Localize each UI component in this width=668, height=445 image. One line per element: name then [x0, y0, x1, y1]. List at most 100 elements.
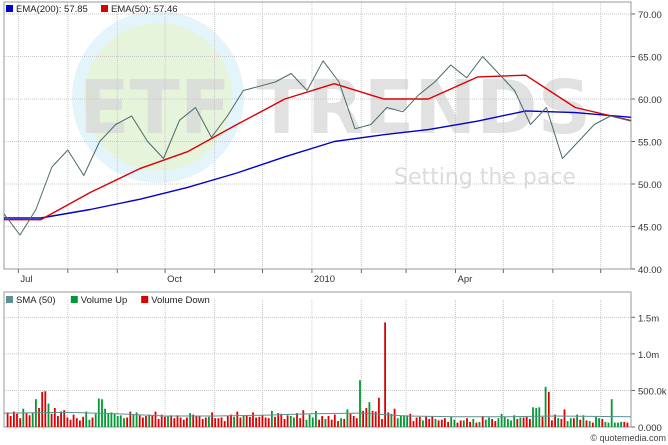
- volume-bar: [582, 415, 585, 427]
- volume-bar: [525, 416, 528, 427]
- volume-bar: [79, 420, 81, 427]
- volume-bar: [261, 415, 264, 427]
- volume-bar: [157, 419, 160, 427]
- legend-label: Volume Up: [81, 295, 127, 306]
- volume-bar: [170, 415, 173, 427]
- volume-bar: [450, 416, 453, 427]
- volume-bar: [289, 416, 292, 427]
- volume-bar: [617, 422, 619, 427]
- volume-y-tick: 1.0m: [638, 350, 659, 361]
- volume-bar: [69, 419, 72, 427]
- volume-bar: [494, 421, 497, 427]
- volume-bar: [418, 416, 421, 427]
- volume-bar: [239, 417, 242, 427]
- volume-bar: [400, 416, 402, 427]
- volume-bar: [9, 416, 12, 427]
- volume-bar: [277, 413, 280, 427]
- volume-bar: [554, 414, 556, 427]
- volume-bar: [38, 408, 40, 427]
- volume-bar: [283, 419, 286, 427]
- volume-bar: [453, 419, 456, 427]
- volume-bar: [13, 411, 15, 427]
- volume-bar: [132, 414, 135, 427]
- volume-bar: [469, 421, 471, 427]
- volume-bar: [107, 413, 110, 427]
- volume-bar: [138, 415, 141, 427]
- volume-bar: [529, 419, 531, 427]
- volume-bar: [522, 417, 525, 427]
- volume-bar: [601, 419, 604, 427]
- series-line-price: [3, 56, 632, 236]
- volume-bar: [428, 419, 431, 427]
- volume-bar: [264, 417, 267, 427]
- legend-label: Volume Down: [151, 295, 210, 306]
- volume-bar: [598, 418, 600, 427]
- volume-bar: [25, 413, 28, 427]
- volume-bar: [198, 416, 201, 427]
- volume-bar: [604, 421, 607, 427]
- volume-bar: [384, 322, 386, 427]
- watermark: ETF TRENDS Setting the pace: [72, 11, 591, 190]
- volume-bar: [378, 397, 380, 428]
- volume-bar: [233, 416, 235, 427]
- volume-bar: [576, 414, 578, 427]
- legend-swatch: [70, 296, 78, 303]
- volume-bar: [437, 420, 440, 427]
- volume-bar: [305, 419, 308, 427]
- volume-bar: [333, 414, 336, 427]
- volume-bar: [236, 411, 239, 427]
- volume-bar: [595, 416, 597, 427]
- volume-bar: [31, 412, 34, 427]
- volume-bar: [484, 419, 487, 427]
- volume-bar: [444, 418, 446, 427]
- volume-bar: [557, 418, 560, 427]
- volume-bar: [217, 418, 220, 427]
- volume-bar: [343, 419, 346, 427]
- volume-bar: [94, 413, 97, 427]
- volume-bar: [459, 420, 462, 427]
- volume-bar: [41, 391, 44, 427]
- volume-bar: [167, 416, 169, 427]
- volume-bar: [412, 421, 415, 427]
- volume-bar: [182, 419, 185, 427]
- price-y-tick: 65.00: [638, 53, 662, 64]
- volume-bar: [286, 415, 289, 427]
- price-x-tick: 2010: [314, 274, 335, 285]
- volume-bar: [569, 418, 572, 427]
- volume-bar: [113, 413, 116, 427]
- volume-bar: [189, 413, 191, 427]
- volume-bar: [22, 408, 25, 427]
- volume-bar: [510, 420, 512, 427]
- volume-bar: [258, 416, 261, 427]
- volume-bar: [75, 418, 78, 427]
- volume-bar: [249, 416, 251, 427]
- volume-bar: [242, 416, 245, 427]
- volume-bar: [623, 421, 626, 427]
- volume-bar: [311, 417, 314, 427]
- volume-bar: [299, 418, 302, 427]
- volume-bar: [365, 408, 368, 427]
- volume-bar: [226, 416, 229, 427]
- legend-swatch: [6, 296, 13, 303]
- volume-bar: [63, 410, 66, 427]
- price-y-tick: 70.00: [638, 10, 662, 21]
- volume-bar: [547, 391, 550, 427]
- volume-bar: [91, 417, 94, 427]
- volume-bar: [223, 421, 226, 427]
- volume-bar: [211, 412, 213, 427]
- volume-bar: [390, 413, 393, 427]
- price-y-tick: 55.00: [638, 138, 662, 149]
- volume-bar: [160, 414, 163, 427]
- volume-bar: [271, 410, 273, 427]
- credit-text: © quotemedia.com: [590, 433, 666, 443]
- volume-bar: [588, 421, 591, 427]
- volume-bar: [563, 409, 566, 427]
- price-panel-frame: [3, 1, 632, 270]
- volume-bar: [503, 416, 506, 427]
- volume-bar: [318, 419, 320, 427]
- volume-bar: [186, 417, 188, 427]
- volume-bar: [324, 419, 327, 427]
- volume-bar: [566, 421, 569, 427]
- volume-bar: [154, 411, 157, 427]
- volume-bar: [497, 418, 500, 427]
